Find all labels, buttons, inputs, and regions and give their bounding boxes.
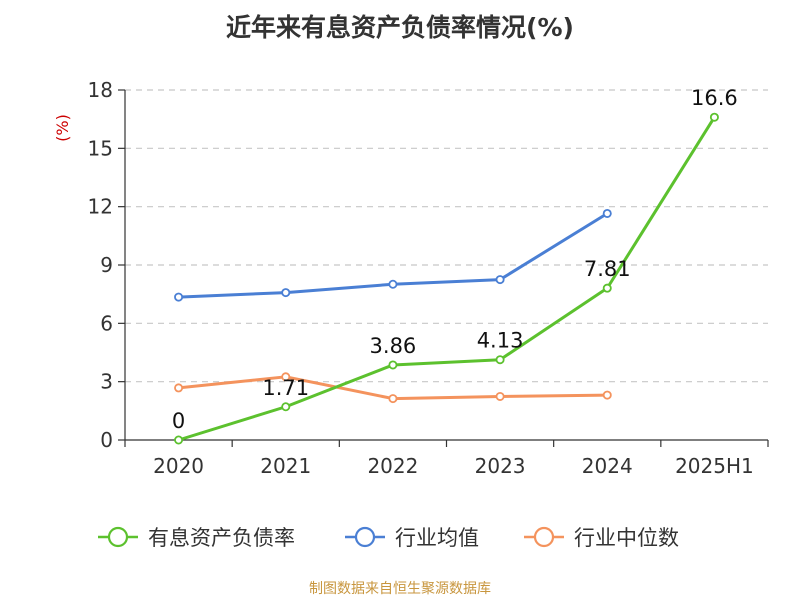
data-point <box>602 283 612 293</box>
series-lines <box>174 112 719 445</box>
data-point <box>281 372 291 382</box>
data-point <box>602 390 612 400</box>
y-tick-label: 0 <box>100 428 113 452</box>
data-point <box>174 292 184 302</box>
chart-title: 近年来有息资产负债率情况(%) <box>226 13 574 42</box>
data-point <box>495 391 505 401</box>
y-axis-label: (%) <box>53 114 72 142</box>
y-tick-label: 3 <box>100 370 113 394</box>
y-tick-label: 6 <box>100 311 113 335</box>
grid-lines <box>125 89 768 383</box>
data-label: 7.81 <box>584 257 631 281</box>
data-label: 16.6 <box>691 86 738 110</box>
legend: 有息资产负债率 行业均值 行业中位数 <box>98 526 679 550</box>
data-point <box>388 394 398 404</box>
x-tick-label: 2022 <box>367 454 418 478</box>
data-point <box>174 383 184 393</box>
legend-marker <box>354 526 376 548</box>
y-tick-label: 9 <box>100 253 113 277</box>
data-source-note: 制图数据来自恒生聚源数据库 <box>309 581 491 597</box>
data-label: 3.86 <box>370 334 417 358</box>
legend-label: 行业中位数 <box>574 526 679 550</box>
x-tick-label: 2020 <box>153 454 204 478</box>
legend-label: 行业均值 <box>395 526 479 550</box>
data-point <box>388 360 398 370</box>
legend-label: 有息资产负债率 <box>148 526 295 550</box>
series-line <box>178 116 716 442</box>
data-point <box>281 288 291 298</box>
axes: 0 3 6 9 12 15 18 2020 2021 2022 2023 2024 2025H1 (%) <box>53 78 769 478</box>
legend-marker <box>107 526 129 548</box>
data-point <box>388 279 398 289</box>
data-label: 1.71 <box>262 376 309 400</box>
data-label: 0 <box>172 409 185 433</box>
x-tick-label: 2025H1 <box>675 454 754 478</box>
data-point <box>495 275 505 285</box>
data-point <box>281 402 291 412</box>
data-point <box>709 112 719 122</box>
y-tick-label: 12 <box>88 195 113 219</box>
y-tick-label: 15 <box>88 136 113 160</box>
x-tick-label: 2024 <box>582 454 633 478</box>
data-point <box>174 435 184 445</box>
y-tick-label: 18 <box>88 78 113 102</box>
data-point <box>495 355 505 365</box>
x-tick-label: 2021 <box>260 454 311 478</box>
data-point <box>602 208 612 218</box>
data-labels: 0 1.71 3.86 4.13 7.81 16.6 <box>172 86 738 433</box>
x-tick-label: 2023 <box>475 454 526 478</box>
legend-marker <box>533 526 555 548</box>
data-label: 4.13 <box>477 329 524 353</box>
